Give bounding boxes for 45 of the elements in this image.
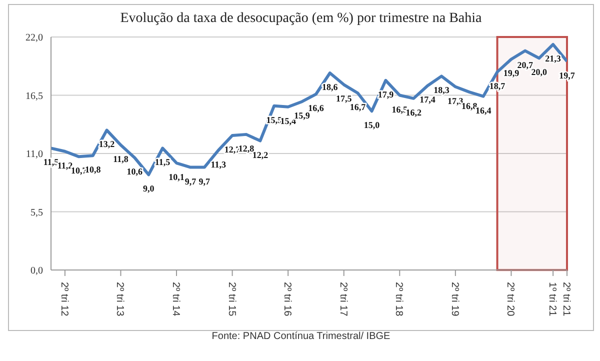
data-label: 16,6 (308, 103, 324, 114)
data-label: 16,2 (406, 107, 422, 118)
chart-title: Evolução da taxa de desocupação (em %) por trimestre na Bahia (119, 11, 483, 27)
x-tick-label: 2º tri 13 (114, 282, 126, 317)
data-label: 10,1 (168, 172, 185, 182)
data-label: 19,9 (503, 68, 520, 78)
data-label: 11,8 (113, 154, 129, 164)
data-label: 15,9 (294, 110, 310, 121)
data-label: 20,0 (531, 67, 548, 78)
data-label: 12,8 (238, 143, 255, 154)
x-tick-label: 2º tri 21 (560, 282, 572, 317)
data-label: 18,6 (322, 82, 338, 92)
data-label: 15,4 (280, 116, 296, 126)
data-label: 10,6 (126, 166, 144, 177)
x-tick-label: 2º tri 15 (226, 282, 237, 317)
x-tick-label: 2º tri 20 (504, 282, 516, 317)
y-tick-label: 0,0 (30, 266, 43, 277)
x-tick-label: 1º tri 21 (546, 282, 558, 317)
data-label: 17,4 (420, 94, 436, 105)
source-note: Fonte: PNAD Contínua Trimestral/ IBGE (210, 331, 392, 342)
x-tick-label: 2º tri 19 (448, 282, 460, 317)
y-tick-label: 16,5 (26, 90, 43, 102)
data-label: 16,7 (350, 102, 366, 112)
data-label: 17,5 (336, 94, 352, 104)
data-label: 9,0 (142, 184, 155, 194)
data-label: 17,3 (448, 96, 464, 106)
data-label: 9,7 (198, 176, 211, 186)
data-label: 13,2 (98, 139, 116, 150)
x-tick-label: 2º tri 17 (337, 282, 348, 317)
y-tick-label: 22,0 (26, 32, 43, 44)
y-tick-label: 11,0 (26, 149, 43, 160)
data-label: 9,7 (184, 176, 197, 186)
data-label: 15,0 (364, 120, 380, 130)
y-tick-label: 5,5 (30, 207, 43, 218)
data-label: 11,5 (154, 157, 171, 168)
x-tick-label: 2º tri 16 (282, 282, 293, 317)
x-tick-label: 2º tri 18 (393, 282, 404, 317)
data-label: 18,3 (434, 85, 450, 96)
data-label: 11,3 (210, 159, 226, 170)
data-label: 20,7 (517, 60, 534, 70)
data-label: 10,8 (84, 164, 102, 175)
data-label: 11,2 (57, 160, 74, 170)
x-tick-label: 2º tri 14 (170, 282, 182, 317)
x-tick-label: 2º tri 12 (58, 282, 70, 317)
data-label: 21,3 (545, 53, 562, 64)
